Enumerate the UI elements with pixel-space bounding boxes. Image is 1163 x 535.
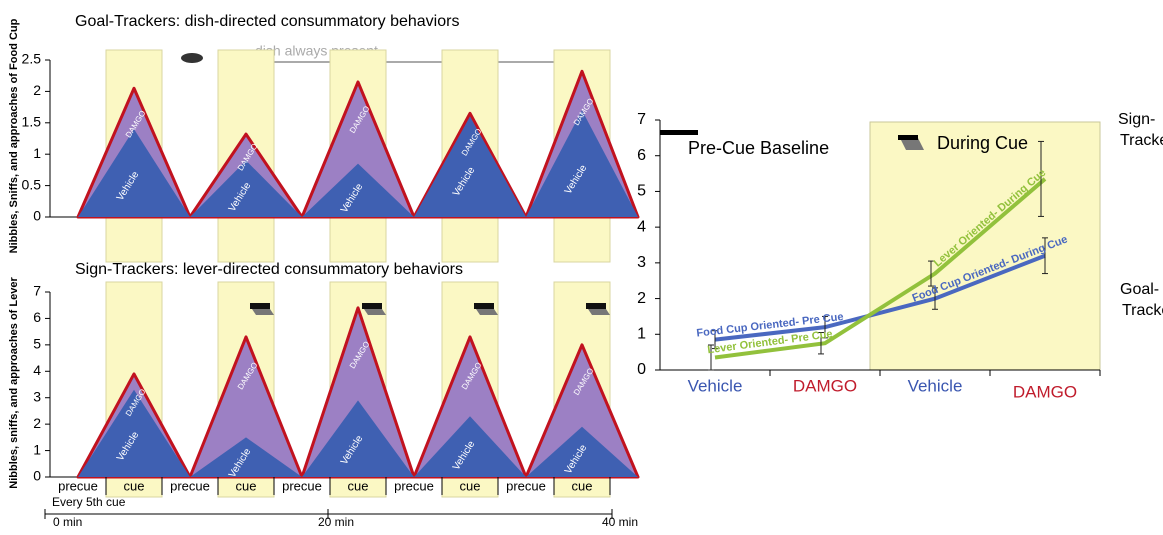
x-tick-label: DAMGO: [793, 376, 857, 395]
y-tick-label: 7: [637, 111, 646, 128]
y-tick-label: 1: [637, 326, 646, 343]
y-tick-label: 5: [33, 336, 41, 352]
x-tick-label: Vehicle: [688, 376, 743, 395]
y-tick-label: 2: [637, 290, 646, 307]
side-label: Sign-: [1118, 111, 1155, 128]
y-tick-label: 3: [637, 254, 646, 271]
y-tick-label: 0: [33, 468, 41, 484]
dish-icon: [181, 53, 203, 63]
timeline-label: 40 min: [602, 515, 638, 529]
figure: dish always present Goal-Trackers: dish-…: [0, 0, 1163, 530]
y-tick-label: 4: [637, 218, 646, 235]
side-label: Trackers: [1120, 132, 1163, 149]
x-tick-label: cue: [124, 478, 145, 493]
y-tick-label: 7: [33, 283, 41, 299]
x-tick-label: precue: [282, 478, 322, 493]
x-tick-label: precue: [506, 478, 546, 493]
x-tick-label: Vehicle: [908, 376, 963, 395]
x-tick-label: cue: [460, 478, 481, 493]
y-tick-label: 2: [33, 82, 41, 98]
y-tick-label: 2.5: [22, 51, 42, 67]
legend-swatch: [660, 130, 698, 135]
y-tick-label: 1: [33, 441, 41, 457]
timeline-label: 20 min: [318, 515, 354, 529]
x-tick-label: DAMGO: [1013, 382, 1077, 401]
lever-icon: [362, 303, 382, 309]
y-tick-label: 6: [637, 147, 646, 164]
y-axis-label: Nibbles, sniffs, and approaches of Lever: [8, 277, 20, 489]
y-tick-label: 5: [637, 183, 646, 200]
x-tick-label: precue: [394, 478, 434, 493]
y-tick-label: 6: [33, 309, 41, 325]
lever-icon: [586, 303, 606, 309]
legend-label: Pre-Cue Baseline: [688, 138, 829, 158]
y-tick-label: 0.5: [22, 176, 42, 192]
vehicle-peak: [526, 110, 638, 217]
timeline-label: 0 min: [53, 515, 82, 529]
panel-title: Goal-Trackers: dish-directed consummator…: [75, 13, 459, 30]
x-tick-label: cue: [236, 478, 257, 493]
panel-title: Sign-Trackers: lever-directed consummato…: [75, 261, 463, 278]
x-tick-label: precue: [58, 478, 98, 493]
side-label: Trackers: [1122, 302, 1163, 319]
y-axis-label: Nibbles, Sniffs, and approaches of Food …: [8, 18, 20, 253]
x-tick-label: cue: [348, 478, 369, 493]
x-tick-label: cue: [572, 478, 593, 493]
lever-icon: [250, 303, 270, 309]
side-label: Goal-: [1120, 281, 1159, 298]
legend-label: During Cue: [937, 133, 1028, 153]
legend-swatch: [898, 135, 918, 140]
x-tick-label: precue: [170, 478, 210, 493]
lever-icon: [474, 303, 494, 309]
y-tick-label: 3: [33, 388, 41, 404]
page: dish always present Goal-Trackers: dish-…: [0, 0, 1163, 535]
timeline-note: Every 5th cue: [52, 495, 126, 509]
y-tick-label: 1.5: [22, 114, 42, 130]
y-tick-label: 4: [33, 362, 41, 378]
y-tick-label: 0: [33, 208, 41, 224]
y-tick-label: 0: [637, 361, 646, 378]
y-tick-label: 1: [33, 145, 41, 161]
y-tick-label: 2: [33, 415, 41, 431]
